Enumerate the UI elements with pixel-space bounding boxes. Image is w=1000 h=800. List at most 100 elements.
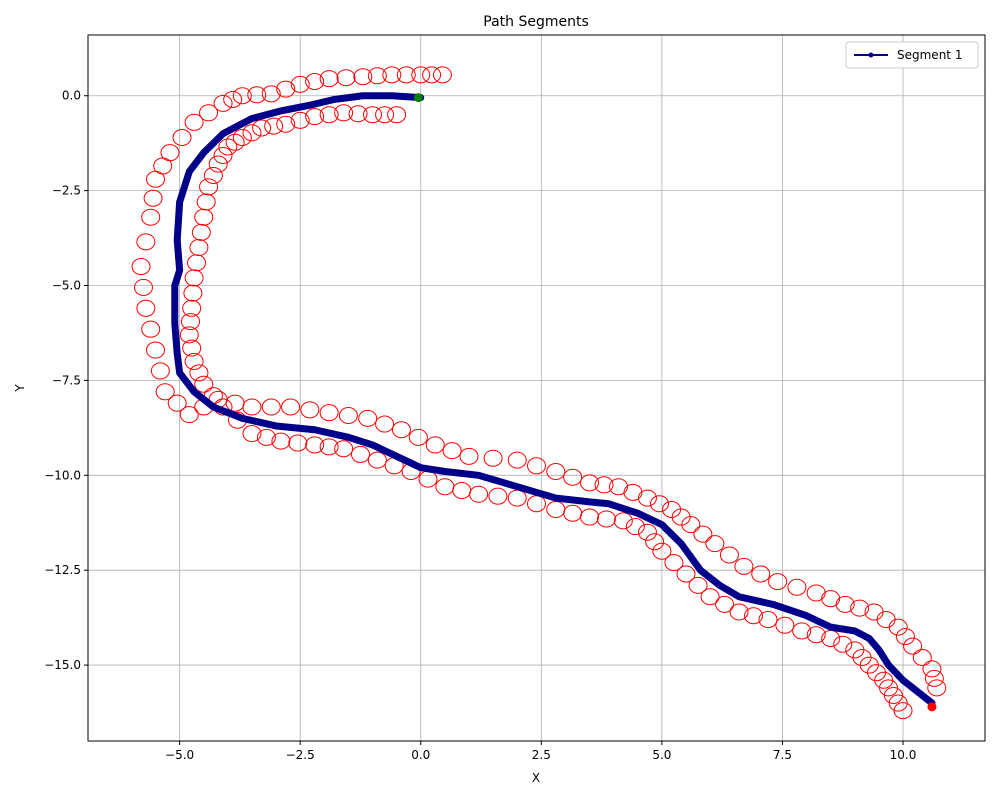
- boundary-left-circle: [338, 407, 358, 425]
- legend-box: [845, 41, 979, 69]
- boundary-left-circle: [768, 573, 788, 591]
- boundary-left-circle: [247, 86, 267, 104]
- boundary-right-circle: [758, 611, 778, 629]
- boundary-right-circle: [194, 208, 214, 226]
- plot-frame: [87, 34, 986, 742]
- series-point: [330, 96, 338, 103]
- series-point: [393, 453, 400, 460]
- x-tick-label: 2.5: [532, 748, 551, 762]
- endpoint-markers: [413, 93, 937, 712]
- series-point: [716, 582, 723, 589]
- boundary-left-circle: [903, 637, 923, 655]
- grid: [88, 35, 985, 741]
- series-point: [914, 688, 921, 695]
- series-point: [475, 472, 482, 479]
- end-point-marker: [927, 702, 937, 712]
- legend: Segment 1: [845, 41, 979, 69]
- boundary-right-circle: [305, 108, 325, 126]
- series-lines: [171, 92, 936, 707]
- boundary-left-circle: [382, 66, 402, 84]
- y-tick-label: −12.5: [44, 563, 81, 577]
- boundary-right-circle: [189, 364, 209, 382]
- boundary-left-circle: [336, 69, 356, 87]
- series-point: [417, 464, 424, 471]
- series-point: [176, 198, 183, 206]
- boundary-left-circle: [146, 170, 166, 188]
- series-point: [200, 149, 207, 156]
- series-point: [345, 434, 352, 441]
- boundary-left-circle: [150, 362, 170, 380]
- series-point: [248, 115, 256, 122]
- boundary-right-circle: [213, 147, 233, 165]
- boundary-right-circle: [613, 512, 633, 530]
- boundary-right-circle: [218, 138, 238, 156]
- boundary-right-circle: [256, 428, 276, 446]
- series-point: [803, 612, 810, 619]
- x-tick-label: 7.5: [773, 748, 792, 762]
- boundary-right-circle: [363, 106, 383, 124]
- boundary-left-circle: [835, 595, 855, 613]
- boundary-right-circle: [271, 432, 291, 450]
- boundary-left-circle: [922, 660, 942, 678]
- series-point: [272, 422, 280, 430]
- boundary-right-circle: [199, 178, 219, 196]
- series-point: [866, 635, 873, 642]
- boundary-right-circle: [194, 375, 214, 393]
- boundary-right-circle: [203, 166, 223, 184]
- series-point: [174, 350, 181, 358]
- y-tick-label: 0.0: [62, 89, 81, 103]
- boundary-right-circle: [744, 607, 764, 625]
- boundary-left-circle: [213, 94, 233, 112]
- boundary-right-circle: [580, 508, 600, 526]
- boundary-left-circle: [681, 516, 701, 534]
- boundary-left-circle: [546, 463, 566, 481]
- boundary-right-circle: [184, 269, 204, 287]
- boundary-left-circle: [133, 278, 153, 296]
- boundary-right-circle: [893, 702, 913, 720]
- boundary-right-circle: [252, 119, 272, 137]
- boundary-right-circle: [375, 106, 395, 124]
- x-tick-label: 10.0: [890, 748, 917, 762]
- series-point: [586, 498, 593, 506]
- x-axis-label: X: [532, 771, 540, 785]
- y-tick-label: −10.0: [44, 468, 81, 482]
- series-point: [697, 566, 704, 574]
- boundary-left-circle: [705, 535, 725, 553]
- boundary-right-circle: [645, 533, 665, 551]
- boundary-left-circle: [888, 618, 908, 636]
- boundary-right-circle: [715, 595, 735, 613]
- chart-title: Path Segments: [483, 14, 589, 30]
- series-point: [176, 267, 183, 274]
- series-point: [176, 369, 183, 377]
- series-point: [441, 468, 449, 475]
- series-point: [885, 661, 892, 669]
- boundary-left-circle: [563, 468, 583, 486]
- boundary-right-circle: [387, 106, 407, 124]
- y-tick-label: −5.0: [52, 279, 81, 293]
- x-tick-label: −2.5: [286, 748, 315, 762]
- boundary-right-circle: [652, 542, 672, 560]
- boundary-left-circle: [391, 421, 411, 439]
- boundary-right-circle: [242, 425, 262, 443]
- boundary-right-circle: [367, 451, 387, 469]
- boundary-left-circle: [281, 398, 301, 416]
- series-point: [899, 677, 907, 684]
- boundary-right-circle: [806, 626, 826, 644]
- boundary-right-circle: [208, 155, 228, 173]
- boundary-left-circle: [353, 68, 373, 86]
- boundary-left-circle: [155, 383, 175, 401]
- series-point: [171, 320, 179, 327]
- boundary-left-circle: [751, 565, 771, 583]
- boundary-left-circle: [507, 451, 527, 469]
- boundary-right-circle: [242, 124, 262, 142]
- boundary-right-circle: [319, 438, 339, 456]
- boundary-left-circle: [358, 409, 378, 427]
- boundary-left-circle: [300, 401, 320, 419]
- boundary-right-circle: [625, 518, 645, 536]
- series-point: [735, 593, 743, 600]
- y-axis-label: Y: [13, 384, 27, 393]
- boundary-left-circle: [136, 233, 156, 251]
- boundary-left-circle: [734, 557, 754, 575]
- series-point: [634, 510, 641, 517]
- boundary-right-circle: [596, 510, 616, 528]
